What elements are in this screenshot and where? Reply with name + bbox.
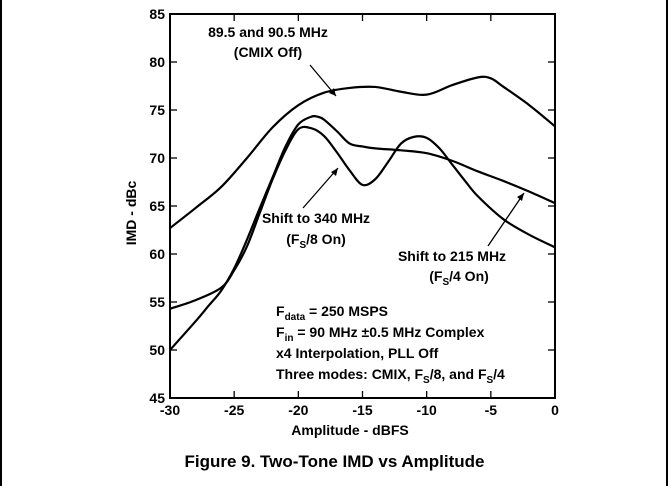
condition-1-pre: F	[276, 303, 285, 319]
condition-4-subscript-1: S	[423, 375, 430, 386]
annotation-215-line2-pre: (F	[429, 268, 443, 284]
annotation-340-subscript: S	[299, 240, 306, 251]
series-line-2	[169, 125, 556, 310]
x-tick-label: -10	[417, 402, 437, 418]
condition-line-4: Three modes: CMIX, FS/8, and FS/4	[276, 366, 505, 386]
y-tick-label: 65	[149, 198, 165, 214]
annotation-cmix-arrowhead	[329, 88, 336, 96]
annotation-340-line1: Shift to 340 MHz	[262, 210, 370, 226]
y-tick-label: 60	[149, 246, 165, 262]
annotation-340-line2-pre: (F	[286, 231, 300, 247]
annotation-215-line1: Shift to 215 MHz	[398, 248, 506, 264]
axis-ticks	[170, 14, 555, 398]
annotation-215-arrow	[487, 192, 525, 247]
condition-2-pre: F	[276, 324, 285, 340]
series-line-3	[169, 114, 556, 351]
condition-1-post: = 250 MSPS	[305, 303, 388, 319]
frame-right-border	[666, 0, 668, 486]
y-tick-label: 50	[149, 342, 165, 358]
x-tick-label: -15	[352, 402, 372, 418]
annotation-215-line2-post: /4 On)	[449, 268, 489, 284]
condition-line-3: x4 Interpolation, PLL Off	[276, 345, 439, 361]
condition-2-subscript: in	[285, 333, 294, 344]
y-tick-label: 80	[149, 54, 165, 70]
condition-4-mid: /8, and F	[430, 366, 487, 382]
x-axis-label: Amplitude - dBFS	[291, 422, 408, 438]
figure-caption: Figure 9. Two-Tone IMD vs Amplitude	[184, 452, 485, 471]
annotation-215-subscript: S	[442, 277, 449, 288]
y-tick-label: 75	[149, 102, 165, 118]
x-tick-label: -30	[160, 402, 180, 418]
condition-line-1: Fdata = 250 MSPS	[276, 303, 388, 323]
frame-left-border	[0, 0, 2, 486]
condition-2-post: = 90 MHz ±0.5 MHz Complex	[293, 324, 484, 340]
annotation-340-arrowhead	[331, 168, 338, 176]
y-tick-label: 55	[149, 294, 165, 310]
annotation-cmix-line1: 89.5 and 90.5 MHz	[208, 24, 328, 40]
x-tick-label: -5	[485, 402, 498, 418]
annotation-215-line2: (FS/4 On)	[429, 268, 489, 288]
condition-4-post: /4	[493, 366, 505, 382]
condition-1-subscript: data	[285, 312, 306, 323]
x-tick-label: -20	[288, 402, 308, 418]
condition-line-2: Fin = 90 MHz ±0.5 MHz Complex	[276, 324, 485, 344]
y-tick-label: 70	[149, 150, 165, 166]
annotation-cmix-line2: (CMIX Off)	[234, 44, 302, 60]
annotation-215-arrowhead	[517, 193, 524, 201]
y-tick-label: 85	[149, 6, 165, 22]
plot-area-border	[169, 13, 556, 399]
series-line-1	[169, 75, 556, 229]
condition-4-subscript-2: S	[487, 375, 494, 386]
annotation-340-arrow	[302, 167, 339, 209]
plot-frame	[169, 13, 556, 399]
x-tick-label: -25	[224, 402, 244, 418]
series-lines	[169, 75, 556, 351]
y-tick-label: 45	[149, 390, 165, 406]
x-tick-label: 0	[551, 402, 559, 418]
annotation-340-line2-post: /8 On)	[306, 231, 346, 247]
condition-4-pre: Three modes: CMIX, F	[276, 366, 423, 382]
annotation-340-line2: (FS/8 On)	[286, 231, 346, 251]
axis-tick-labels: -30 -25 -20 -15 -10 -5 0 45 50 55 60 65 70 75 80 85	[149, 6, 559, 418]
y-axis-label: IMD - dBc	[123, 181, 139, 246]
